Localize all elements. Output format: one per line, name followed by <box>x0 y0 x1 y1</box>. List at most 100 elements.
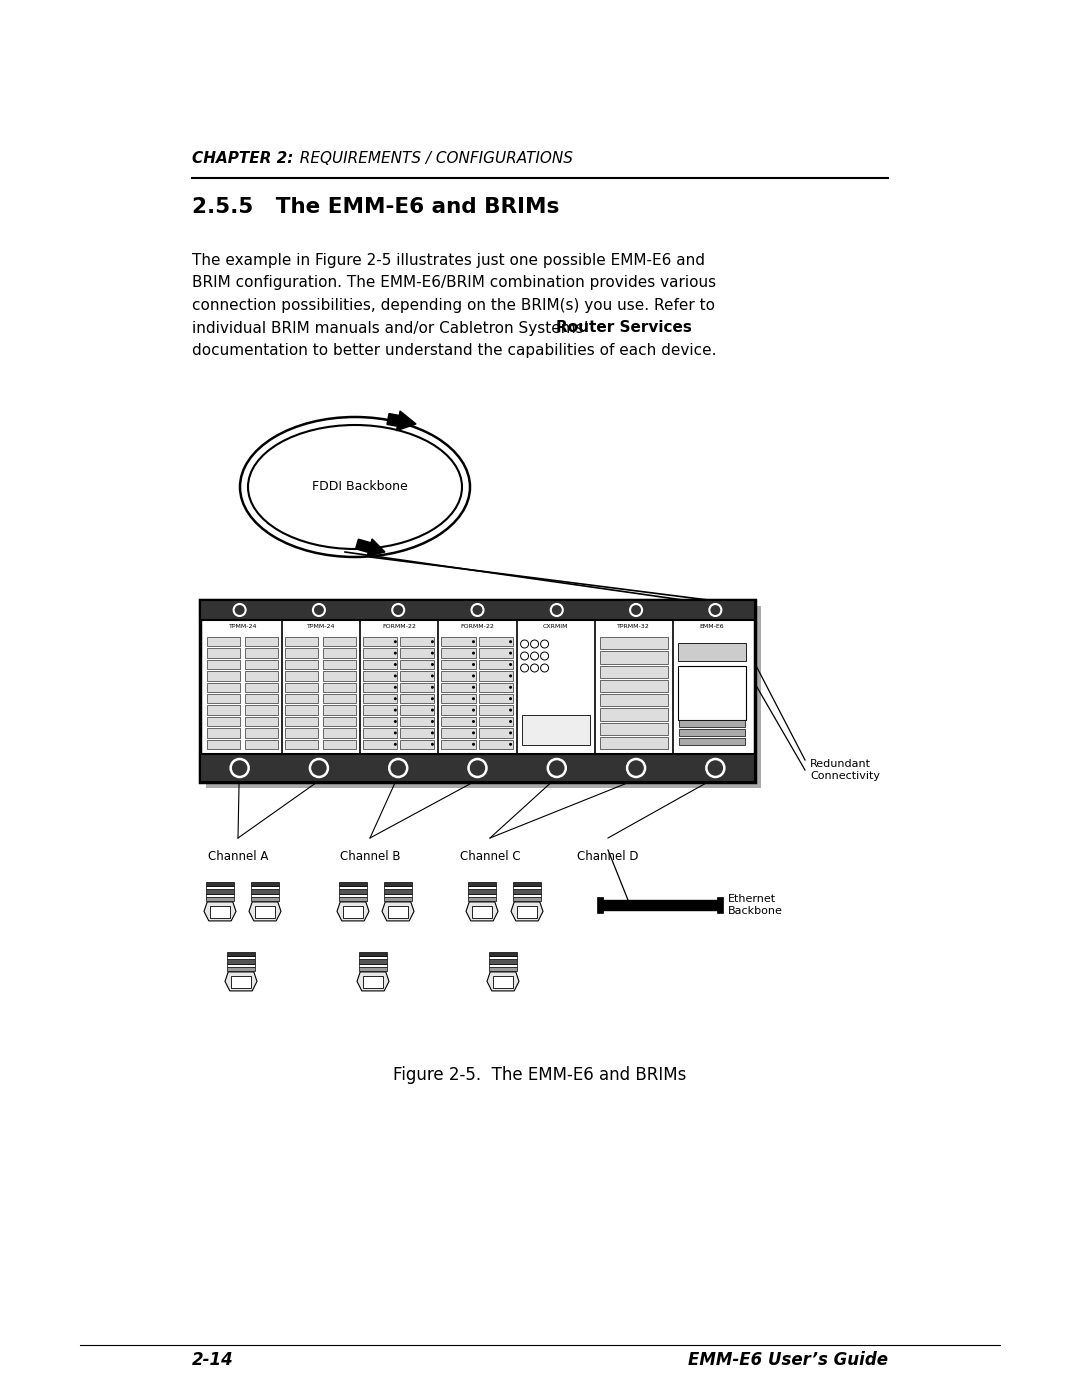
Bar <box>363 975 382 988</box>
Bar <box>252 886 279 888</box>
Circle shape <box>509 708 512 711</box>
Bar <box>401 683 434 692</box>
Bar <box>469 894 496 897</box>
Circle shape <box>431 697 434 700</box>
Circle shape <box>472 651 475 655</box>
Bar <box>206 897 233 901</box>
Bar <box>200 599 755 620</box>
Bar <box>207 739 240 749</box>
Bar <box>255 905 274 918</box>
Circle shape <box>431 640 434 643</box>
Bar <box>228 956 255 958</box>
Bar <box>206 886 233 888</box>
Circle shape <box>431 664 434 666</box>
Bar <box>207 728 240 738</box>
Bar <box>599 694 667 707</box>
Bar <box>489 967 516 971</box>
Bar <box>207 683 240 692</box>
Bar <box>401 728 434 738</box>
Bar <box>494 975 513 988</box>
Bar <box>323 728 356 738</box>
Bar <box>339 888 366 894</box>
Circle shape <box>394 640 396 643</box>
Polygon shape <box>382 902 414 921</box>
Bar <box>285 705 319 715</box>
Polygon shape <box>249 902 281 921</box>
Bar <box>207 671 240 680</box>
Bar <box>489 958 516 964</box>
Circle shape <box>431 708 434 711</box>
Text: Channel D: Channel D <box>577 849 638 863</box>
Bar <box>360 964 387 967</box>
Text: BRIM configuration. The EMM-E6/BRIM combination provides various: BRIM configuration. The EMM-E6/BRIM comb… <box>192 275 716 291</box>
Bar <box>442 705 475 715</box>
Text: FDDI Backbone: FDDI Backbone <box>312 481 408 493</box>
Text: Channel A: Channel A <box>207 849 268 863</box>
Bar <box>206 606 761 788</box>
Bar <box>285 739 319 749</box>
Bar <box>442 671 475 680</box>
Bar <box>478 705 513 715</box>
Bar <box>363 728 397 738</box>
Bar <box>363 683 397 692</box>
Bar <box>339 886 366 888</box>
Bar <box>285 659 319 669</box>
Bar <box>206 882 233 886</box>
Bar <box>384 894 411 897</box>
Bar <box>323 717 356 726</box>
Bar <box>513 886 541 888</box>
Bar <box>323 739 356 749</box>
Bar <box>599 680 667 692</box>
Polygon shape <box>511 902 543 921</box>
Bar <box>522 715 590 745</box>
Bar <box>207 648 240 658</box>
Bar <box>401 705 434 715</box>
Bar <box>245 717 279 726</box>
Bar <box>513 882 541 886</box>
Bar <box>363 637 397 647</box>
Bar <box>478 694 513 704</box>
Bar <box>478 728 513 738</box>
Bar <box>323 637 356 647</box>
Circle shape <box>431 743 434 746</box>
Bar <box>489 956 516 958</box>
Bar <box>363 671 397 680</box>
Circle shape <box>472 640 475 643</box>
Bar <box>478 717 513 726</box>
Bar <box>360 951 387 956</box>
Circle shape <box>509 651 512 655</box>
Bar <box>363 659 397 669</box>
Text: TPMM-24: TPMM-24 <box>229 624 257 629</box>
Circle shape <box>394 719 396 724</box>
FancyArrow shape <box>355 539 384 556</box>
Bar <box>206 888 233 894</box>
Bar <box>384 897 411 901</box>
Bar <box>469 882 496 886</box>
Bar <box>360 967 387 971</box>
Circle shape <box>431 686 434 689</box>
Bar <box>231 975 251 988</box>
Text: TPRMM-32: TPRMM-32 <box>618 624 650 629</box>
Circle shape <box>431 732 434 735</box>
Circle shape <box>431 651 434 655</box>
Bar <box>599 651 667 664</box>
Circle shape <box>472 732 475 735</box>
Bar <box>384 888 411 894</box>
Bar <box>478 683 513 692</box>
Bar <box>285 717 319 726</box>
Text: Figure 2-5.  The EMM-E6 and BRIMs: Figure 2-5. The EMM-E6 and BRIMs <box>393 1066 687 1084</box>
Bar <box>200 754 755 782</box>
Circle shape <box>472 719 475 724</box>
Circle shape <box>431 675 434 678</box>
Circle shape <box>472 664 475 666</box>
Circle shape <box>509 697 512 700</box>
Bar <box>211 905 230 918</box>
Bar <box>323 694 356 704</box>
Bar <box>207 637 240 647</box>
Circle shape <box>472 686 475 689</box>
Text: documentation to better understand the capabilities of each device.: documentation to better understand the c… <box>192 344 716 358</box>
Circle shape <box>509 675 512 678</box>
Bar <box>478 648 513 658</box>
Bar <box>678 643 746 661</box>
Bar <box>285 637 319 647</box>
